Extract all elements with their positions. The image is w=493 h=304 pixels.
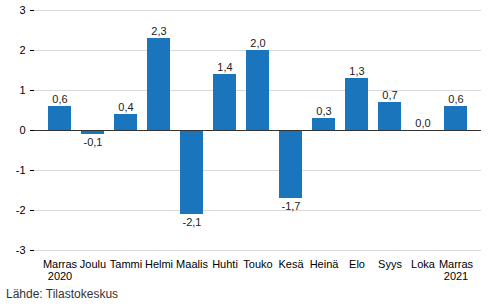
svg-text:-1: -1 [16, 164, 26, 176]
svg-text:0,7: 0,7 [382, 89, 397, 101]
svg-text:1: 1 [19, 84, 25, 96]
svg-text:0,6: 0,6 [52, 93, 67, 105]
svg-text:-3: -3 [16, 244, 26, 256]
svg-text:0,3: 0,3 [316, 105, 331, 117]
svg-text:0: 0 [19, 124, 25, 136]
svg-text:1,3: 1,3 [349, 65, 364, 77]
svg-text:Joulu: Joulu [80, 258, 106, 270]
svg-text:-2: -2 [16, 204, 26, 216]
svg-text:-2,1: -2,1 [183, 216, 202, 228]
svg-text:-0,1: -0,1 [84, 136, 103, 148]
svg-text:-1,7: -1,7 [282, 200, 301, 212]
svg-text:1,4: 1,4 [217, 61, 232, 73]
svg-text:0,6: 0,6 [448, 93, 463, 105]
svg-text:Helmi: Helmi [145, 258, 173, 270]
svg-text:2,3: 2,3 [151, 25, 166, 37]
svg-text:2: 2 [19, 44, 25, 56]
svg-text:0,0: 0,0 [415, 117, 430, 129]
svg-text:2,0: 2,0 [250, 37, 265, 49]
svg-text:0,4: 0,4 [118, 101, 133, 113]
svg-text:Marras2021: Marras2021 [439, 258, 474, 282]
svg-text:Marras2020: Marras2020 [43, 258, 78, 282]
svg-text:Heinä: Heinä [310, 258, 340, 270]
svg-text:3: 3 [19, 4, 25, 16]
svg-text:Loka: Loka [411, 258, 436, 270]
svg-text:Tammi: Tammi [110, 258, 142, 270]
svg-text:Kesä: Kesä [278, 258, 304, 270]
svg-text:Elo: Elo [349, 258, 365, 270]
svg-text:Huhti: Huhti [212, 258, 238, 270]
svg-text:Syys: Syys [378, 258, 402, 270]
svg-text:Maalis: Maalis [176, 258, 208, 270]
html-text:Lähde: Tilastokeskus: Lähde: Tilastokeskus [6, 287, 119, 301]
svg-text:Touko: Touko [243, 258, 272, 270]
